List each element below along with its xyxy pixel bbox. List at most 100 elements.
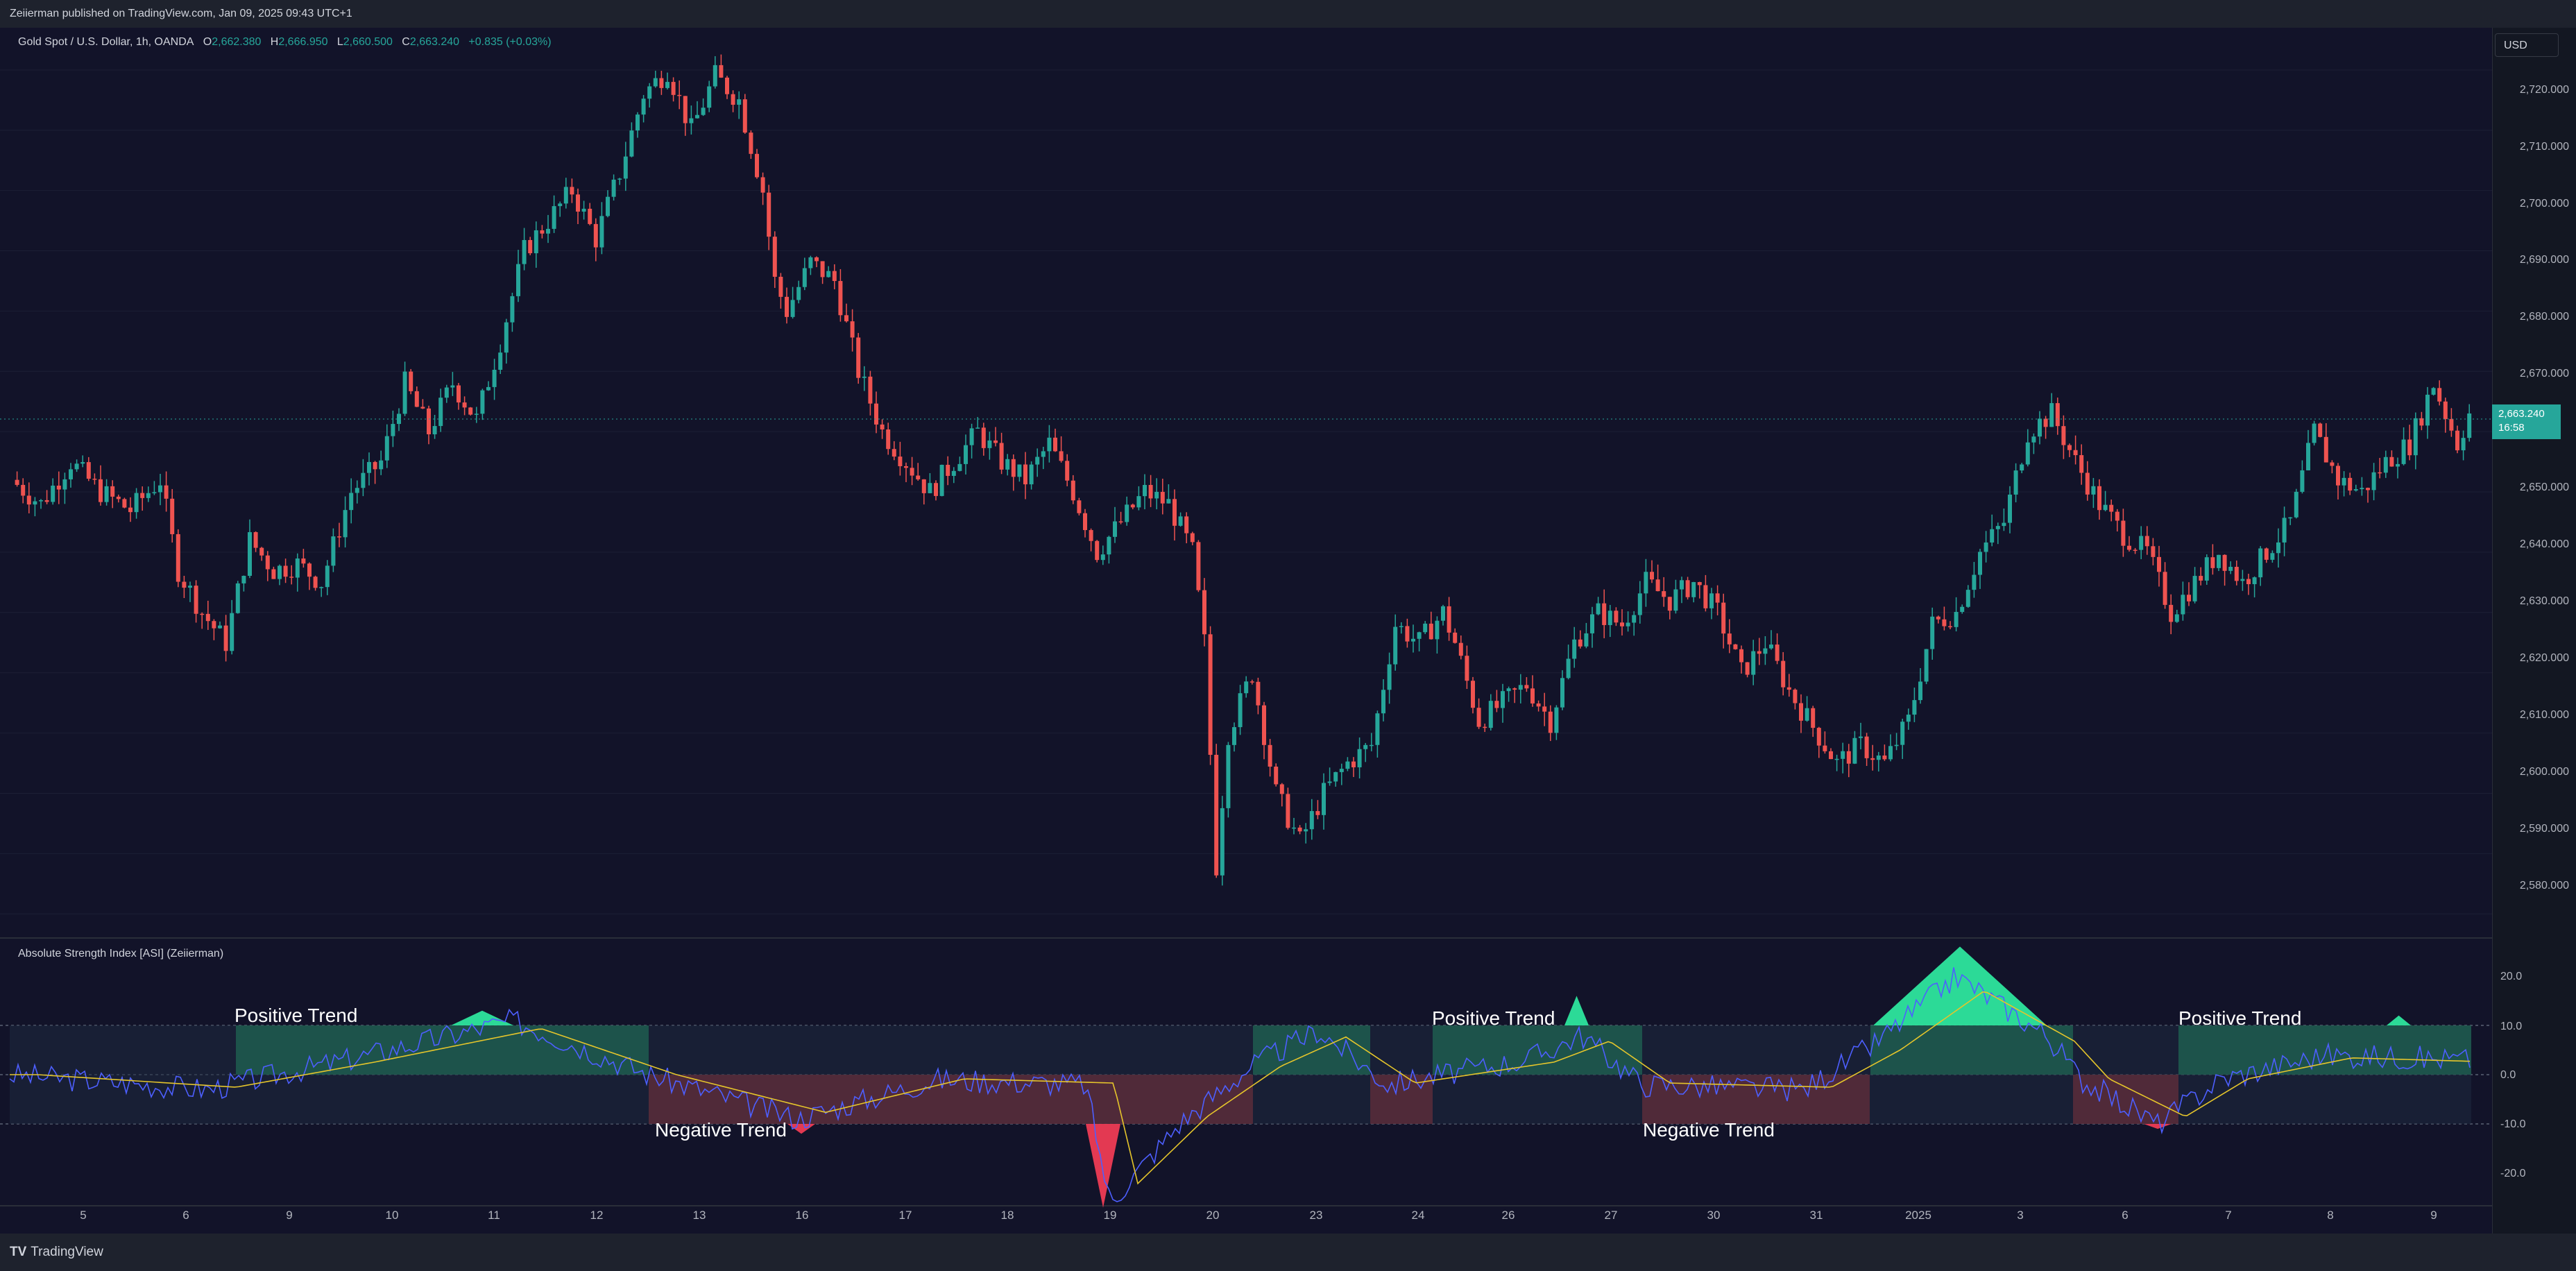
candle-body [2091, 486, 2096, 495]
candle-body [116, 496, 121, 500]
signal-line [10, 991, 2471, 1185]
candle-body [1906, 715, 1911, 722]
asi-positive-area [2387, 1015, 2411, 1025]
candle-body [414, 391, 419, 407]
candle-body [1441, 606, 1445, 621]
indicator-tick: 0.0 [2500, 1069, 2516, 1081]
candle-body [170, 498, 175, 534]
candle-body [2139, 536, 2144, 550]
candle-body [868, 376, 873, 404]
candle-body [1667, 597, 1672, 611]
candle-body [1841, 751, 1845, 759]
candle-body [1453, 632, 1458, 643]
tradingview-brand[interactable]: TV TradingView [10, 1245, 103, 1260]
candle-body [1465, 656, 1469, 681]
candle-body [223, 625, 228, 651]
candle-body [1930, 616, 1935, 649]
candle-body [1411, 638, 1415, 642]
current-price-value: 2,663.240 [2498, 408, 2545, 420]
symbol-name[interactable]: Gold Spot / U.S. Dollar, 1h, OANDA [18, 36, 194, 48]
candle-body [391, 424, 395, 436]
candle-body [92, 479, 97, 480]
candle-body [2371, 472, 2376, 491]
indicator-title[interactable]: Absolute Strength Index [ASI] (Zeiierman… [18, 948, 224, 959]
candle-body [2013, 470, 2018, 495]
candle-body [1918, 681, 1922, 701]
currency-button[interactable]: USD [2495, 33, 2559, 57]
candle-body [713, 65, 717, 87]
price-tick: 2,680.000 [2519, 311, 2569, 323]
candle-body [1023, 464, 1027, 485]
candle-body [2276, 542, 2280, 554]
candle-body [1745, 662, 1750, 675]
candle-body [2323, 436, 2328, 463]
candle-body [1220, 808, 1225, 876]
candle-body [1607, 611, 1612, 625]
candle-body [659, 78, 664, 88]
candle-body [1345, 761, 1350, 769]
candle-body [1083, 513, 1087, 531]
candle-body [1286, 794, 1290, 828]
candle-body [2133, 549, 2138, 551]
candle-body [1471, 681, 1475, 708]
candle-body [1530, 688, 1535, 703]
candle-body [235, 583, 240, 613]
candle-body [1882, 756, 1887, 760]
candle-body [1548, 711, 1553, 733]
candle-body [486, 386, 491, 391]
candle-body [1238, 693, 1243, 728]
candle-body [987, 440, 992, 448]
candle-body [432, 426, 437, 435]
candle-body [1274, 767, 1279, 785]
candle-body [772, 237, 777, 277]
candle-body [2401, 439, 2406, 464]
candle-body [2008, 494, 2012, 523]
candle-body [665, 82, 669, 88]
candle-body [2217, 554, 2221, 568]
candle-body [474, 413, 479, 415]
candle-body [2067, 445, 2072, 450]
candle-body [128, 507, 133, 513]
positive-trend-label: Positive Trend [1432, 1007, 1555, 1029]
candle-body [457, 385, 461, 403]
positive-zone [1433, 1025, 1642, 1075]
price-axis[interactable] [2492, 28, 2576, 1234]
candle-body [2342, 477, 2346, 486]
candle-body [1859, 736, 1863, 738]
negative-trend-label: Negative Trend [655, 1119, 787, 1141]
candle-body [402, 371, 407, 414]
candle-body [2020, 464, 2024, 471]
candle-body [1339, 769, 1344, 772]
candle-body [880, 424, 885, 430]
candle-body [1292, 827, 1296, 829]
candle-body [1524, 685, 1529, 689]
candle-body [468, 407, 473, 415]
candle-body [1488, 701, 1493, 728]
candle-body [1560, 678, 1564, 708]
candle-body [934, 483, 938, 496]
candle-body [1393, 626, 1398, 665]
indicator-tick: -10.0 [2500, 1118, 2526, 1130]
candle-body [2228, 567, 2233, 571]
symbol-legend[interactable]: Gold Spot / U.S. Dollar, 1h, OANDA O2,66… [18, 36, 552, 49]
candle-body [2049, 403, 2054, 427]
time-tick: 9 [2430, 1209, 2437, 1222]
candle-body [1178, 516, 1183, 526]
candle-body [904, 466, 908, 468]
candle-body [200, 613, 205, 615]
candle-body [1984, 542, 1988, 552]
candle-body [522, 239, 527, 264]
candle-body [1202, 590, 1206, 635]
candle-body [1447, 606, 1451, 633]
candle-body [140, 493, 145, 498]
time-tick: 20 [1206, 1209, 1220, 1222]
candle-body [2181, 595, 2185, 615]
candle-body [1160, 491, 1165, 504]
candle-body [2151, 546, 2156, 557]
candle-body [2127, 545, 2131, 550]
candle-body [164, 485, 169, 499]
candle-body [695, 114, 699, 119]
time-tick: 26 [1501, 1209, 1515, 1222]
candle-body [731, 94, 735, 105]
